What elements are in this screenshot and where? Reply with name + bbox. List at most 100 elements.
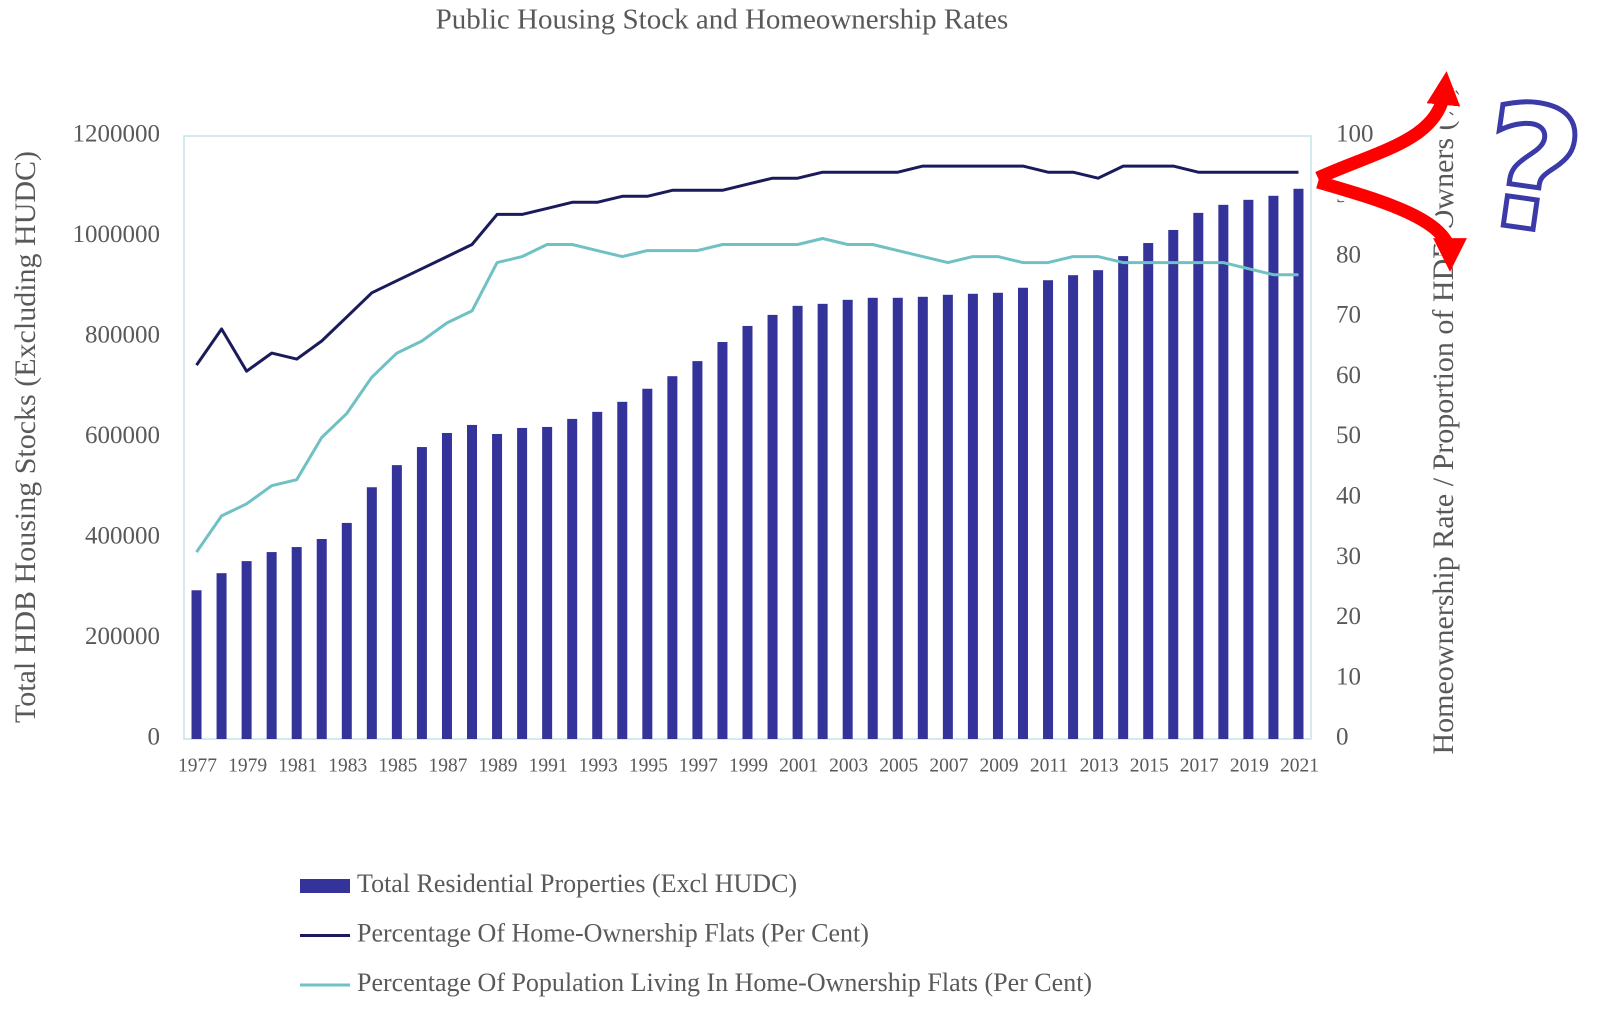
bar [792, 305, 803, 739]
y-tick-label: 800000 [85, 322, 160, 349]
y-tick-label: 400000 [85, 523, 160, 550]
bar [467, 424, 478, 739]
y2-tick-label: 30 [1336, 543, 1361, 570]
x-tick-label: 2013 [1080, 755, 1119, 776]
bar [1218, 204, 1229, 739]
bar [817, 303, 828, 739]
bar [216, 573, 227, 739]
bar [1118, 256, 1129, 739]
bar [642, 388, 653, 739]
bar [1243, 199, 1254, 739]
y2-tick-label: 10 [1336, 663, 1361, 690]
bar [391, 465, 402, 739]
bar [366, 487, 377, 739]
line-series [195, 164, 1299, 373]
x-tick-label: 2019 [1230, 755, 1269, 776]
y-tick-label: 1000000 [73, 221, 161, 248]
bar [191, 590, 202, 739]
y2-tick-label: 60 [1336, 362, 1361, 389]
bar [1143, 243, 1154, 739]
y2-tick-label: 0 [1336, 724, 1349, 751]
x-tick-label: 1993 [579, 755, 618, 776]
x-tick-label: 2003 [829, 755, 868, 776]
x-tick-label: 2005 [879, 755, 918, 776]
x-tick-label: 1999 [729, 755, 768, 776]
x-tick-label: 2017 [1180, 755, 1219, 776]
x-tick-label: 2015 [1130, 755, 1169, 776]
legend-swatch [300, 879, 350, 893]
bar [667, 376, 678, 739]
bar [567, 418, 578, 739]
y-tick-label: 0 [148, 724, 161, 751]
y2-axis-title: Homeownership Rate / Proportion of HDB O… [1427, 85, 1460, 754]
bar [892, 297, 903, 739]
y-tick-label: 200000 [85, 623, 160, 650]
bar [1293, 188, 1304, 739]
arrow-down [1316, 175, 1467, 272]
legend: Total Residential Properties (Excl HUDC)… [300, 869, 1092, 997]
bar [617, 401, 628, 739]
bar [1017, 287, 1028, 739]
legend-label: Percentage Of Home-Ownership Flats (Per … [357, 918, 869, 947]
x-tick-label: 1983 [328, 755, 367, 776]
y-axis-title: Total HDB Housing Stocks (Excluding HUDC… [9, 151, 42, 723]
bar [1093, 270, 1104, 739]
y2-tick-label: 100 [1336, 121, 1374, 148]
x-tick-label: 1979 [228, 755, 267, 776]
bar [967, 293, 978, 739]
bar [917, 296, 928, 739]
bar [842, 299, 853, 739]
x-tick-label: 1981 [278, 755, 317, 776]
legend-label: Percentage Of Population Living In Home-… [357, 968, 1092, 997]
arrow-up [1315, 71, 1461, 184]
annotation-mark: ? [1469, 66, 1594, 276]
bar [742, 325, 753, 739]
legend-label: Total Residential Properties (Excl HUDC) [357, 869, 797, 898]
x-tick-label: 1987 [428, 755, 467, 776]
y2-tick-label: 20 [1336, 603, 1361, 630]
y-tick-label: 600000 [85, 422, 160, 449]
bar [592, 411, 603, 739]
bar [992, 292, 1003, 739]
y2-tick-label: 40 [1336, 483, 1361, 510]
bar [1268, 195, 1279, 740]
x-tick-label: 2021 [1280, 755, 1319, 776]
bar [1068, 275, 1079, 739]
x-tick-label: 1991 [529, 755, 568, 776]
x-tick-label: 2007 [929, 755, 968, 776]
bar [692, 361, 703, 739]
chart-title: Public Housing Stock and Homeownership R… [436, 4, 1009, 36]
x-tick-label: 2001 [779, 755, 818, 776]
bar [291, 547, 302, 739]
bar [542, 426, 553, 739]
plot-area: 0 200000 400000 600000 800000 1000000 1200000 0… [73, 121, 1374, 777]
y2-tick-label: 50 [1336, 422, 1361, 449]
bar [767, 314, 778, 739]
bar [942, 294, 953, 739]
bar [1168, 229, 1179, 739]
bar [416, 447, 427, 739]
y2-tick-label: 70 [1336, 302, 1361, 329]
x-tick-label: 2011 [1030, 755, 1068, 776]
bar [441, 432, 452, 739]
x-tick-label: 1989 [479, 755, 518, 776]
x-tick-label: 1977 [178, 755, 217, 776]
bar [717, 342, 728, 739]
x-tick-label: 1995 [629, 755, 668, 776]
x-tick-label: 1985 [378, 755, 417, 776]
bar [1193, 212, 1204, 739]
bar [1043, 280, 1054, 739]
bar [266, 552, 277, 739]
y2-tick-label: 80 [1336, 241, 1361, 268]
bar [241, 561, 252, 739]
bar [517, 427, 528, 739]
bar [867, 297, 878, 739]
y-tick-label: 1200000 [73, 121, 161, 148]
x-tick-label: 2009 [979, 755, 1018, 776]
x-tick-label: 1997 [679, 755, 718, 776]
bar [316, 539, 327, 739]
line-series [195, 237, 1299, 553]
bar [341, 522, 352, 739]
